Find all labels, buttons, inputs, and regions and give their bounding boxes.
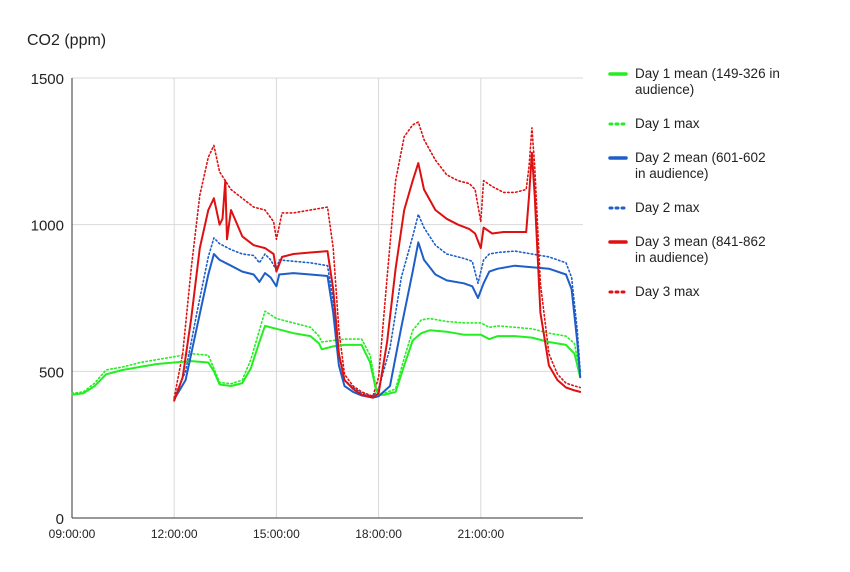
x-tick-label: 15:00:00 [253, 527, 300, 541]
y-tick-label: 0 [56, 511, 64, 528]
y-tick-label: 500 [39, 364, 64, 381]
x-tick-label: 12:00:00 [151, 527, 198, 541]
x-tick-labels: 09:00:00 12:00:00 15:00:00 18:00:00 21:00:00 [49, 527, 505, 541]
y-tick-label: 1000 [31, 218, 64, 235]
x-tick-label: 18:00:00 [355, 527, 402, 541]
series-line-4 [173, 213, 581, 399]
y-tick-label: 1500 [31, 71, 64, 88]
grid [71, 77, 583, 519]
legend-label: Day 3 max [635, 284, 700, 299]
legend-label: Day 2 mean (601-602 in audience) [635, 150, 766, 181]
y-axis-title: CO2 (ppm) [27, 32, 106, 49]
legend-label: Day 2 max [635, 200, 700, 215]
x-tick-label: 09:00:00 [49, 527, 96, 541]
legend-label: Day 1 max [635, 116, 700, 131]
series-line-2 [71, 310, 581, 395]
legend-label: Day 1 mean (149-326 in audience) [635, 66, 780, 97]
legend-label: Day 3 mean (841-862 in audience) [635, 234, 766, 265]
x-tick-label: 21:00:00 [457, 527, 504, 541]
series-line-5 [173, 151, 582, 402]
series-lines [71, 121, 582, 402]
y-tick-labels: 0 500 1000 1500 [31, 71, 64, 528]
series-line-6 [173, 121, 581, 399]
series-line-3 [173, 241, 582, 401]
legend: Day 1 mean (149-326 in audience) Day 1 max… [608, 66, 780, 299]
series-line-1 [71, 324, 582, 396]
